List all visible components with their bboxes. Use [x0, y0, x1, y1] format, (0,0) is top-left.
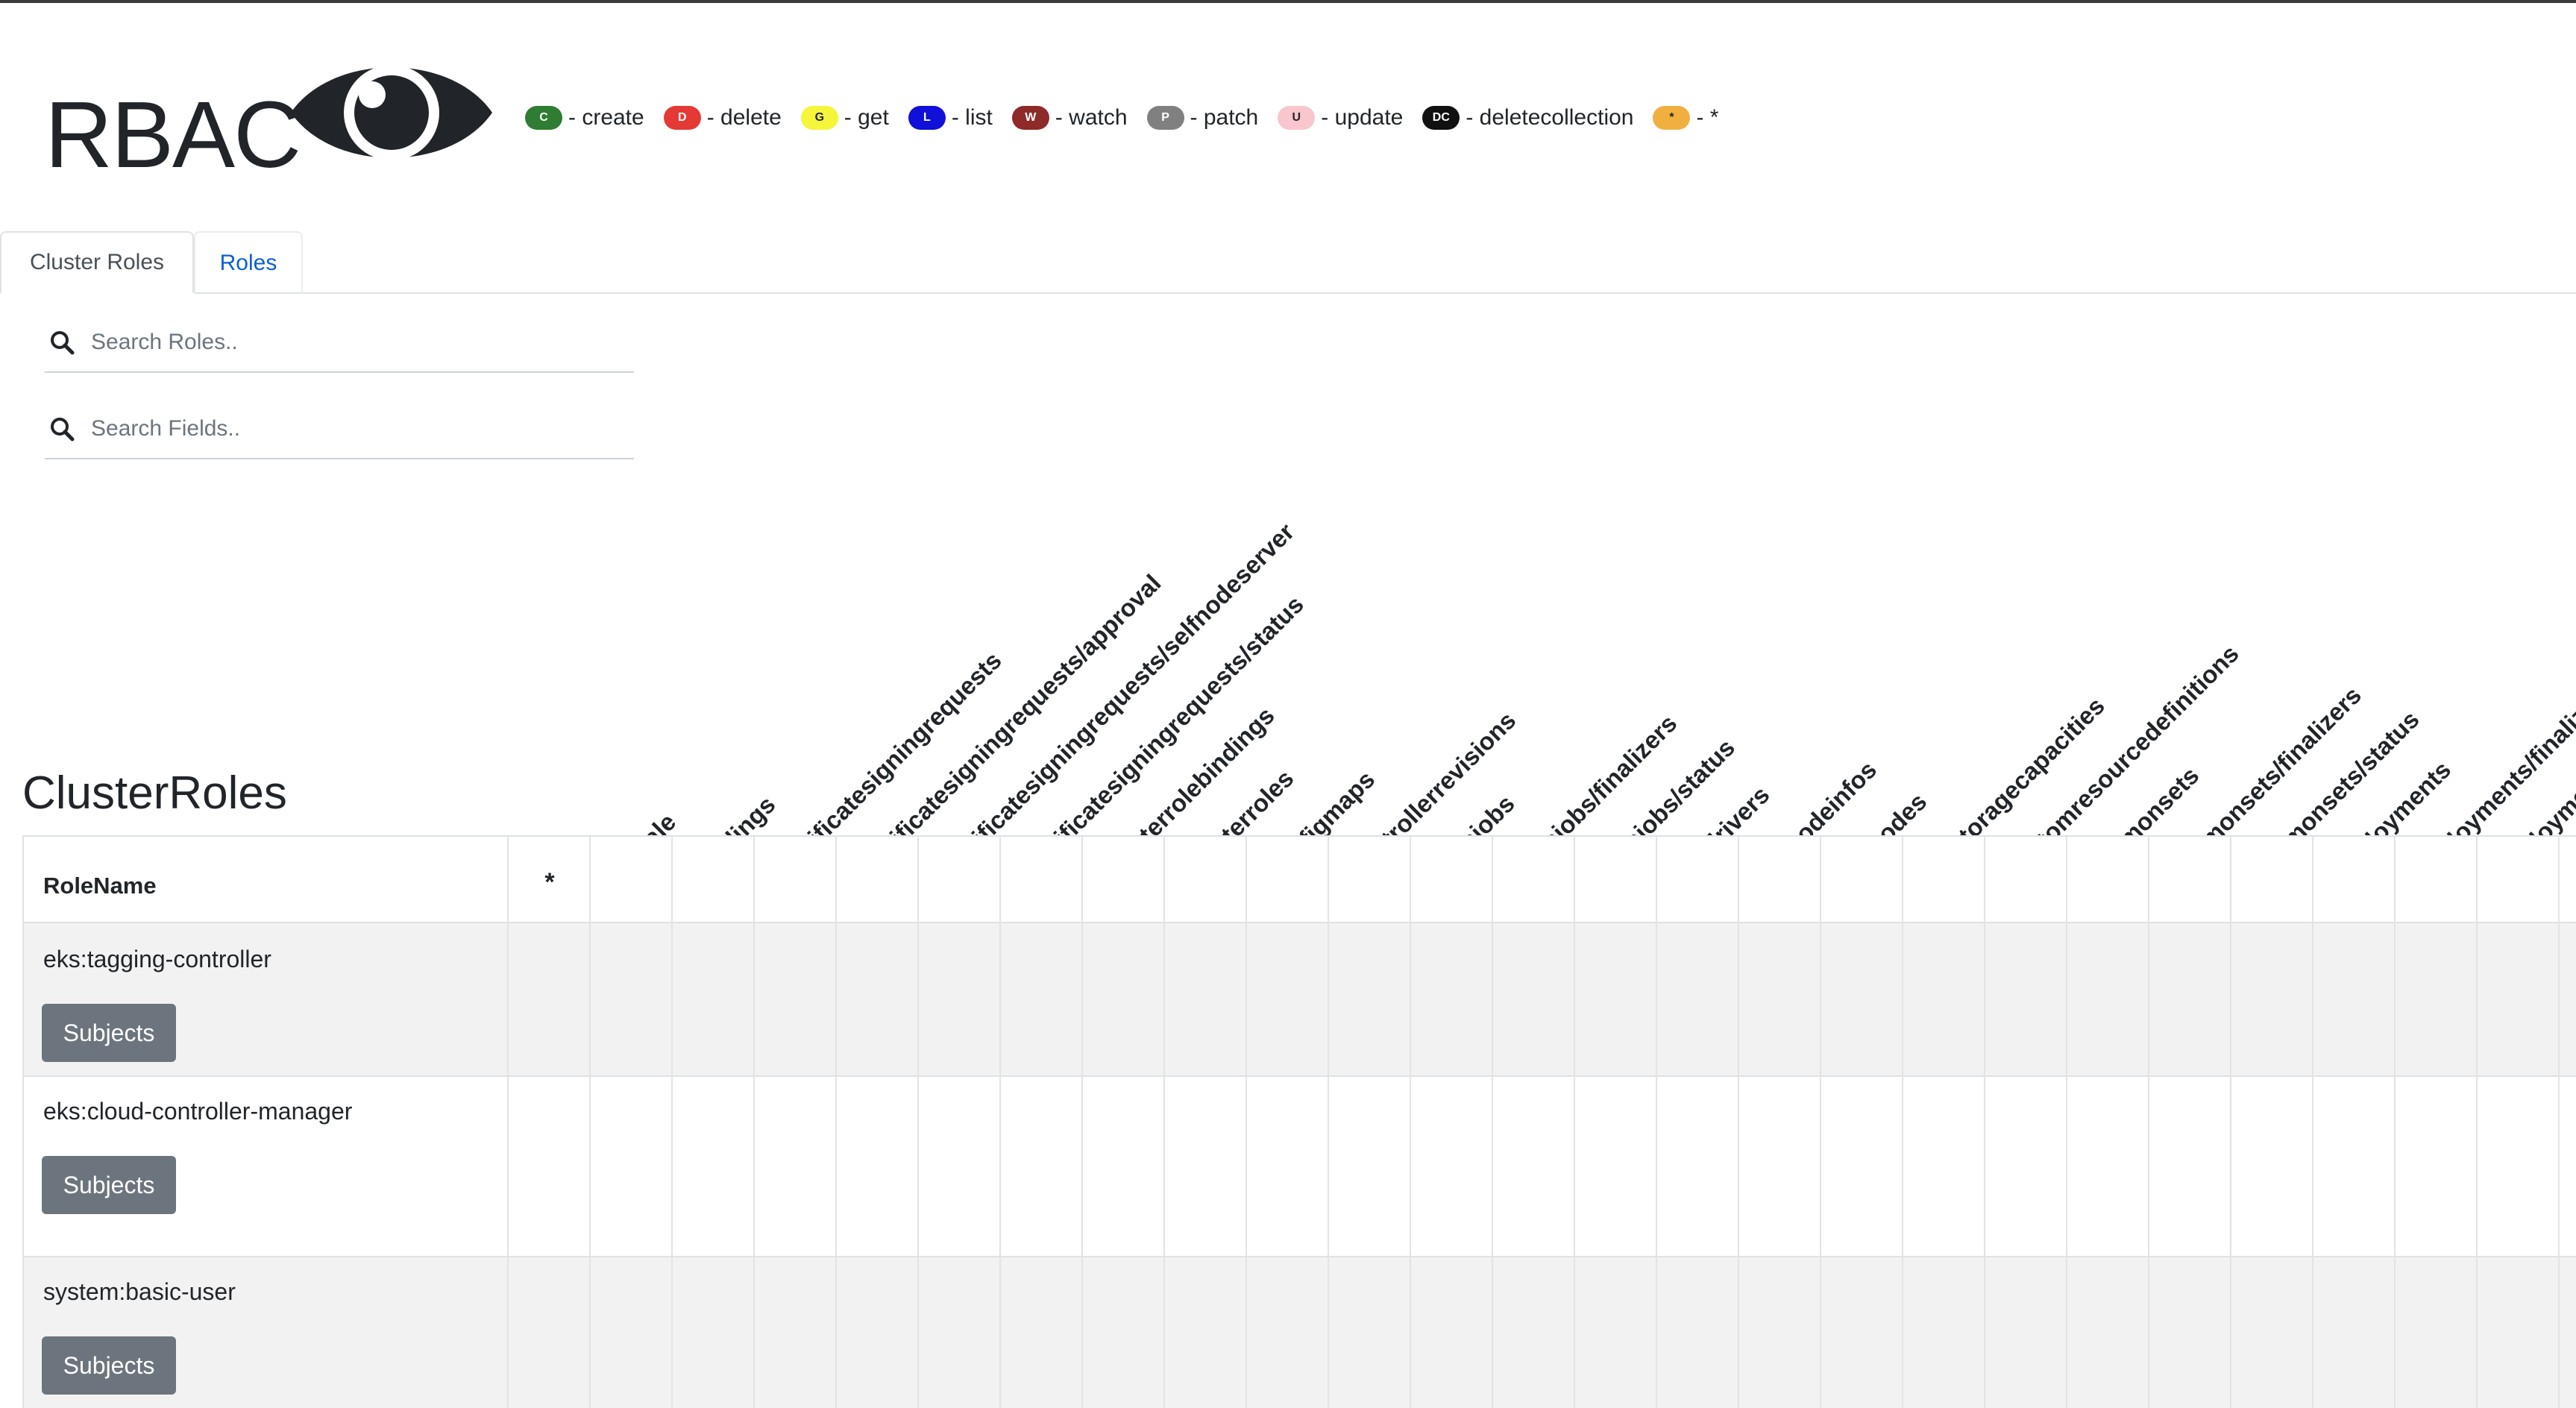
column-divider	[1492, 837, 1493, 1408]
search-fields-input[interactable]	[89, 415, 615, 442]
column-divider	[1820, 837, 1821, 1408]
role-name: eks:cloud-controller-manager	[43, 1098, 353, 1125]
column-divider	[835, 837, 837, 1408]
column-divider	[2230, 837, 2231, 1408]
column-divider	[2066, 837, 2067, 1408]
legend-label: - get	[844, 105, 889, 130]
tab-roles[interactable]: Roles	[194, 231, 303, 294]
column-divider	[753, 837, 755, 1408]
legend-item: C- create	[525, 105, 644, 131]
legend-label: - patch	[1190, 105, 1259, 130]
tab-cluster-roles[interactable]: Cluster Roles	[0, 231, 194, 294]
column-divider	[2312, 837, 2313, 1408]
legend-label: - watch	[1055, 105, 1128, 130]
permission-badge: C	[525, 106, 562, 130]
column-divider	[999, 837, 1001, 1408]
permission-badge: P	[1146, 106, 1184, 130]
column-divider	[1574, 837, 1575, 1408]
column-divider	[2476, 837, 2478, 1408]
legend-item: L- list	[908, 105, 993, 131]
legend-item: U- update	[1278, 105, 1403, 131]
column-divider	[1656, 837, 1657, 1408]
legend-item: DC - deletecollection	[1422, 105, 1633, 131]
permission-badge: DC	[1422, 106, 1460, 130]
permission-badge: W	[1011, 106, 1049, 130]
search-roles-input[interactable]	[89, 329, 615, 356]
eye-icon	[291, 65, 492, 160]
legend-item: W- watch	[1011, 105, 1128, 131]
search-icon	[51, 418, 75, 441]
column-divider	[1738, 837, 1739, 1408]
column-divider	[2394, 837, 2396, 1408]
search-roles-field	[45, 313, 634, 373]
legend-label: - list	[951, 105, 993, 130]
role-name: system:basic-user	[43, 1278, 236, 1305]
legend-label: - delete	[706, 105, 782, 130]
search-fields-field	[45, 400, 634, 459]
top-border	[0, 0, 2576, 3]
column-divider	[2148, 837, 2149, 1408]
permission-badge: U	[1278, 106, 1316, 130]
column-divider	[589, 837, 591, 1408]
permission-badge: *	[1653, 106, 1691, 130]
search-icon	[51, 331, 75, 355]
permission-legend: C- create D - delete G - get L - list W - watch P…	[525, 101, 1738, 134]
legend-label: - update	[1321, 105, 1404, 130]
column-divider	[1081, 837, 1083, 1408]
rolename-header: RoleName	[43, 873, 157, 899]
subjects-button[interactable]: Subjects	[42, 1336, 176, 1395]
table-row: system:basic-user Subjects	[24, 1257, 2576, 1408]
permission-badge: G	[800, 106, 838, 130]
legend-item: * - *	[1653, 105, 1718, 131]
table-header-row: RoleName *	[24, 837, 2576, 923]
subjects-button[interactable]: Subjects	[42, 1156, 176, 1214]
section-title: ClusterRoles	[22, 767, 287, 819]
column-divider	[1328, 837, 1329, 1408]
legend-label: - create	[568, 105, 644, 130]
column-divider	[671, 837, 673, 1408]
column-divider	[2558, 837, 2560, 1408]
star-column-header: *	[544, 868, 555, 896]
column-divider	[1410, 837, 1411, 1408]
legend-item: D- delete	[663, 105, 782, 131]
subjects-button[interactable]: Subjects	[42, 1004, 176, 1062]
legend-item: G- get	[800, 105, 889, 131]
legend-item: P- patch	[1146, 105, 1259, 131]
column-divider	[507, 837, 509, 1408]
cluster-roles-table: RoleName * eks:tagging-controller Subjec…	[22, 835, 2576, 1408]
role-name: eks:tagging-controller	[43, 946, 271, 972]
legend-label: - deletecollection	[1466, 105, 1634, 130]
table-row: eks:tagging-controller Subjects	[24, 923, 2576, 1077]
table-row: eks:cloud-controller-manager Subjects	[24, 1077, 2576, 1257]
role-tabs: Cluster Roles Roles	[0, 231, 2576, 294]
app-title: RBAC	[45, 82, 301, 187]
column-divider	[1902, 837, 1903, 1408]
column-divider	[1245, 837, 1247, 1408]
column-divider	[1984, 837, 1985, 1408]
permission-badge: L	[908, 106, 946, 130]
legend-label: - *	[1696, 105, 1719, 130]
column-divider	[917, 837, 919, 1408]
permission-badge: D	[663, 106, 701, 130]
column-divider	[1163, 837, 1165, 1408]
